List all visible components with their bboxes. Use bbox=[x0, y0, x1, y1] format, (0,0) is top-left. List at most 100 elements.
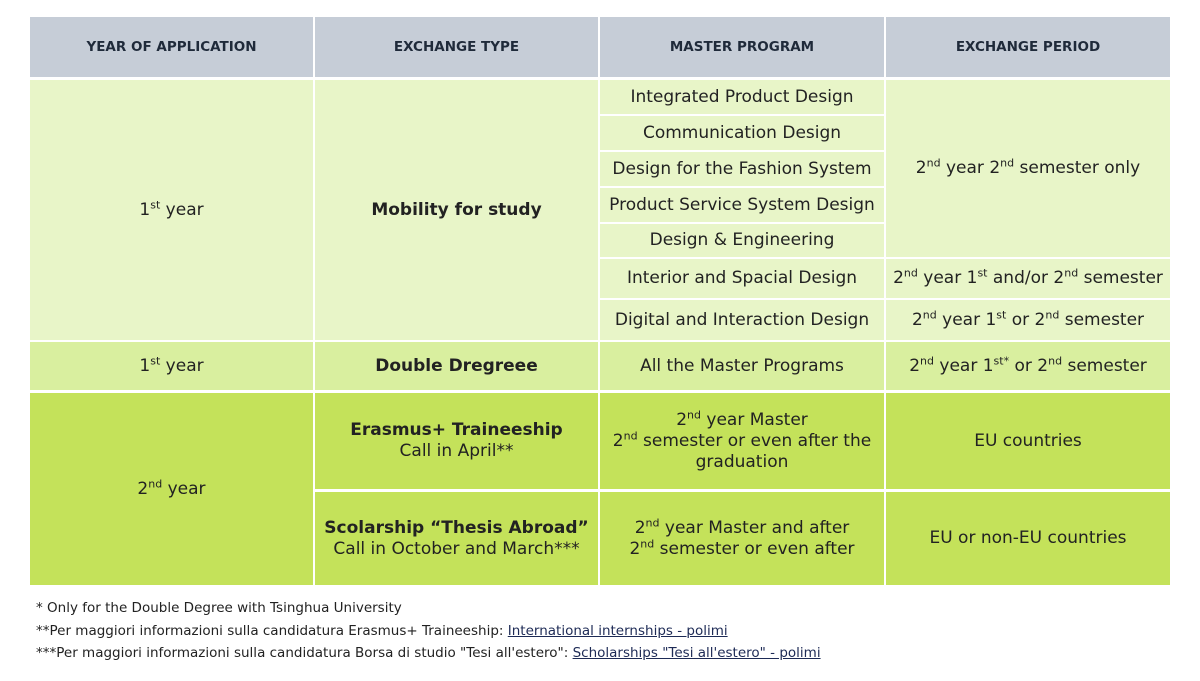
text: Design for the Fashion System bbox=[612, 158, 872, 179]
cell-line: 2nd year Master bbox=[676, 409, 808, 431]
cell-title: Scolarship “Thesis Abroad” bbox=[324, 517, 589, 538]
cell-line: Integrated Product Design bbox=[630, 87, 853, 108]
cell: Mobility for study bbox=[315, 80, 598, 340]
cell: 2nd year 1st or 2nd semester bbox=[886, 300, 1170, 340]
cell: 2nd year Master 2nd semester or even afte… bbox=[600, 393, 884, 489]
superscript: nd bbox=[903, 266, 918, 280]
superscript: nd bbox=[640, 536, 655, 550]
cell-line: Design for the Fashion System bbox=[612, 159, 871, 180]
text: 2 bbox=[893, 268, 904, 288]
text: 2 bbox=[911, 309, 923, 330]
text: year bbox=[160, 355, 204, 376]
text: 1 bbox=[139, 199, 151, 220]
text: year 1 bbox=[936, 309, 997, 330]
text: 2 bbox=[629, 538, 641, 559]
cell-title: Mobility for study bbox=[371, 199, 542, 220]
cell-line: EU or non-EU countries bbox=[929, 528, 1126, 549]
superscript: nd bbox=[922, 307, 937, 321]
cell-line: All the Master Programs bbox=[640, 356, 844, 377]
superscript: st bbox=[977, 266, 988, 280]
text: 2 bbox=[676, 409, 688, 430]
cell: Integrated Product Design bbox=[600, 80, 884, 114]
text: year bbox=[162, 478, 206, 499]
footnote-link[interactable]: International internships - polimi bbox=[507, 622, 728, 639]
footnote: * Only for the Double Degree with Tsingh… bbox=[36, 597, 821, 620]
text: 2 bbox=[909, 355, 921, 376]
cell-line: graduation bbox=[696, 452, 789, 473]
superscript: st* bbox=[993, 353, 1010, 367]
text: EU countries bbox=[974, 430, 1082, 451]
superscript: st bbox=[996, 307, 1007, 321]
text: year 2 bbox=[940, 158, 1001, 178]
cell-line: 2nd year 1st* or 2nd semester bbox=[909, 353, 1147, 377]
cell: 1st year bbox=[30, 80, 313, 340]
cell-title: Erasmus+ Traineeship bbox=[350, 420, 563, 440]
superscript: nd bbox=[1064, 266, 1079, 280]
cell-line: 2nd year 1st or 2nd semester bbox=[911, 307, 1145, 331]
superscript: nd bbox=[920, 353, 934, 367]
cell: 2nd year Master and after 2nd semester or… bbox=[600, 492, 884, 585]
text: 2 bbox=[915, 158, 927, 178]
cell: Scolarship “Thesis Abroad” Call in Octobe… bbox=[315, 492, 598, 585]
text: semester only bbox=[1014, 158, 1141, 178]
cell-line: Design & Engineering bbox=[650, 230, 835, 251]
cell-line: 2nd semester or even after bbox=[629, 536, 855, 560]
cell: Product Service System Design bbox=[600, 188, 884, 222]
text: Interior and Spacial Design bbox=[626, 268, 858, 288]
text: Design & Engineering bbox=[649, 230, 835, 250]
cell: Design & Engineering bbox=[600, 224, 884, 257]
cell-line: 2nd semester or even after the bbox=[613, 428, 872, 452]
cell-line: 2nd year bbox=[137, 476, 206, 500]
text: Digital and Interaction Design bbox=[614, 309, 870, 330]
superscript: nd bbox=[645, 515, 660, 529]
superscript: st bbox=[150, 353, 161, 367]
cell-line: 2nd year Master and after bbox=[634, 515, 850, 539]
text: semester or even after bbox=[654, 538, 855, 559]
text: EU or non-EU countries bbox=[929, 528, 1127, 548]
superscript: nd bbox=[623, 428, 638, 442]
text: semester bbox=[1078, 268, 1163, 288]
text: semester bbox=[1062, 355, 1147, 376]
text: semester or even after the bbox=[637, 430, 872, 451]
footnote-text: * Only for the Double Degree with Tsingh… bbox=[36, 600, 402, 616]
cell-line: 1st year bbox=[139, 197, 203, 221]
cell-line: 2nd year 1st and/or 2nd semester bbox=[893, 266, 1163, 289]
superscript: st bbox=[150, 197, 161, 211]
cell: EU countries bbox=[886, 393, 1170, 489]
footnote: ***Per maggiori informazioni sulla candi… bbox=[36, 642, 821, 665]
footnote: **Per maggiori informazioni sulla candid… bbox=[36, 620, 821, 643]
text: year Master and after bbox=[659, 517, 850, 538]
cell: 2nd year 1st* or 2nd semester bbox=[886, 342, 1170, 390]
cell-line: Digital and Interaction Design bbox=[615, 310, 869, 331]
footnote-text: **Per maggiori informazioni sulla candid… bbox=[36, 622, 508, 639]
footnote-text: ***Per maggiori informazioni sulla candi… bbox=[36, 645, 573, 661]
cell-subtitle: Call in April** bbox=[399, 441, 514, 461]
header-cell: YEAR OF APPLICATION bbox=[30, 17, 313, 77]
cell: 2nd year 1st and/or 2nd semester bbox=[886, 259, 1170, 298]
cell-line: 1st year bbox=[139, 353, 204, 377]
cell: Interior and Spacial Design bbox=[600, 259, 884, 298]
text: and/or 2 bbox=[987, 268, 1065, 288]
cell-line: Interior and Spacial Design bbox=[627, 268, 857, 289]
cell: Design for the Fashion System bbox=[600, 152, 884, 186]
footnote-link[interactable]: Scholarships "Tesi all'estero" - polimi bbox=[572, 645, 821, 661]
cell: Communication Design bbox=[600, 116, 884, 150]
cell-title: Double Dregreee bbox=[375, 355, 538, 376]
text: year 1 bbox=[933, 355, 994, 376]
superscript: nd bbox=[148, 476, 163, 490]
cell: EU or non-EU countries bbox=[886, 492, 1170, 585]
superscript: nd bbox=[1000, 156, 1015, 170]
text: or 2 bbox=[1006, 309, 1046, 330]
cell-line: EU countries bbox=[974, 431, 1082, 452]
cell: All the Master Programs bbox=[600, 342, 884, 390]
superscript: nd bbox=[926, 156, 941, 170]
cell: 1st year bbox=[30, 342, 313, 390]
text: 2 bbox=[634, 517, 646, 538]
text: semester bbox=[1059, 309, 1145, 330]
header-cell: EXCHANGE TYPE bbox=[315, 17, 598, 77]
text: Communication Design bbox=[642, 122, 842, 143]
text: graduation bbox=[695, 451, 789, 472]
text: All the Master Programs bbox=[640, 355, 844, 376]
cell: Digital and Interaction Design bbox=[600, 300, 884, 340]
